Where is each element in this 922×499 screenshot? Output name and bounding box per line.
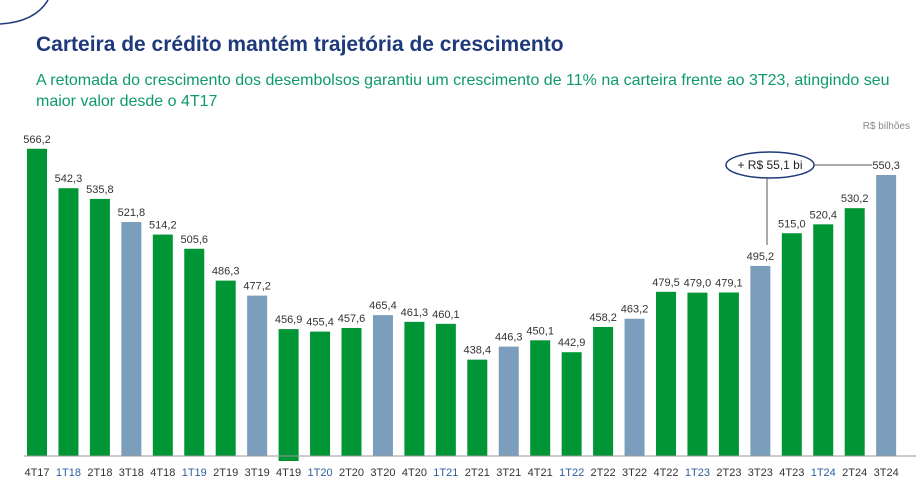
x-tick-label: 3T19	[245, 467, 270, 479]
data-label: 450,1	[526, 325, 554, 337]
data-label: 463,2	[621, 304, 649, 316]
data-label: 455,4	[306, 317, 334, 329]
x-tick-label: 1T22	[559, 467, 584, 479]
x-tick-label: 1T24	[811, 467, 836, 479]
subtitle: A retomada do crescimento dos desembolso…	[36, 72, 890, 110]
bar-1T24	[813, 224, 834, 456]
x-tick-label: 4T18	[150, 467, 175, 479]
bar-1T21	[435, 323, 456, 456]
x-tick-label: 3T21	[496, 467, 521, 479]
bar-1T23	[687, 292, 708, 456]
bar-4T23	[781, 233, 802, 456]
bar-4T17	[27, 148, 47, 456]
bar-2T21	[467, 359, 488, 456]
bar-2T23	[718, 292, 739, 456]
bar-4T19	[278, 329, 299, 461]
bar-3T23	[750, 265, 771, 456]
x-tick-label: 2T18	[87, 467, 112, 479]
data-label: 479,5	[652, 277, 680, 289]
data-label: 505,6	[180, 234, 208, 246]
data-label: 446,3	[495, 332, 523, 344]
data-label: 542,3	[55, 173, 83, 185]
unit-label: R$ bilhões	[862, 121, 910, 132]
data-label: 550,3	[872, 160, 900, 172]
x-tick-label: 2T22	[591, 467, 616, 479]
data-label: 461,3	[401, 307, 429, 319]
data-label: 477,2	[243, 281, 271, 293]
x-tick-label: 3T23	[748, 467, 773, 479]
data-label: 495,2	[747, 251, 775, 263]
bar-2T24	[844, 208, 865, 456]
x-tick-label: 1T23	[685, 467, 710, 479]
data-label: 458,2	[589, 312, 617, 324]
x-tick-label: 4T20	[402, 467, 427, 479]
x-tick-label: 2T23	[716, 467, 741, 479]
bar-1T18	[58, 188, 79, 456]
bar-4T20	[404, 321, 425, 456]
data-label: 566,2	[23, 134, 51, 146]
bar-1T22	[561, 352, 582, 456]
bar-3T18	[121, 222, 142, 456]
data-label: 486,3	[212, 266, 240, 278]
bar-4T21	[530, 340, 551, 456]
x-tick-label: 2T24	[842, 467, 867, 479]
x-tick-label: 3T24	[874, 467, 899, 479]
bar-1T19	[184, 248, 205, 456]
data-label: 456,9	[275, 314, 303, 326]
x-tick-label: 2T19	[213, 467, 238, 479]
data-label: 514,2	[149, 220, 177, 232]
bar-3T20	[372, 315, 393, 456]
bar-2T22	[593, 326, 614, 456]
bar-3T21	[498, 346, 519, 456]
bar-3T22	[624, 318, 645, 456]
bar-3T19	[247, 295, 268, 456]
x-tick-label: 3T18	[119, 467, 144, 479]
x-tick-label: 1T18	[56, 467, 81, 479]
x-tick-label: 1T21	[433, 467, 458, 479]
x-tick-label: 4T19	[276, 467, 301, 479]
x-tick-label: 3T22	[622, 467, 647, 479]
decorative-arc	[0, 0, 49, 25]
x-tick-label: 4T21	[528, 467, 553, 479]
x-tick-label: 4T17	[24, 467, 49, 479]
bar-1T20	[310, 331, 331, 456]
bar-4T22	[656, 291, 676, 456]
bar-2T20	[341, 327, 362, 456]
bar-2T18	[89, 198, 110, 456]
data-label: 521,8	[118, 207, 146, 219]
data-label: 457,6	[338, 313, 366, 325]
data-label: 530,2	[841, 193, 869, 205]
data-label: 442,9	[558, 337, 586, 349]
data-label: 520,4	[809, 209, 837, 221]
x-tick-label: 3T20	[370, 467, 395, 479]
x-tick-label: 2T20	[339, 467, 364, 479]
data-label: 479,1	[715, 277, 743, 289]
x-tick-label: 4T22	[653, 467, 678, 479]
data-label: 479,0	[684, 278, 712, 290]
bar-3T24	[876, 175, 897, 456]
bar-4T18	[152, 234, 173, 456]
data-label: 535,8	[86, 184, 114, 196]
data-label: 438,4	[464, 345, 492, 357]
x-tick-label: 1T20	[308, 467, 333, 479]
annotation-text: + R$ 55,1 bi	[737, 158, 802, 172]
x-tick-label: 1T19	[182, 467, 207, 479]
data-label: 465,4	[369, 300, 397, 312]
x-tick-label: 2T21	[465, 467, 490, 479]
data-label: 460,1	[432, 309, 460, 321]
bar-2T19	[215, 280, 236, 456]
data-label: 515,0	[778, 218, 806, 230]
x-tick-label: 4T23	[779, 467, 804, 479]
page-title: Carteira de crédito mantém trajetória de…	[36, 33, 564, 56]
